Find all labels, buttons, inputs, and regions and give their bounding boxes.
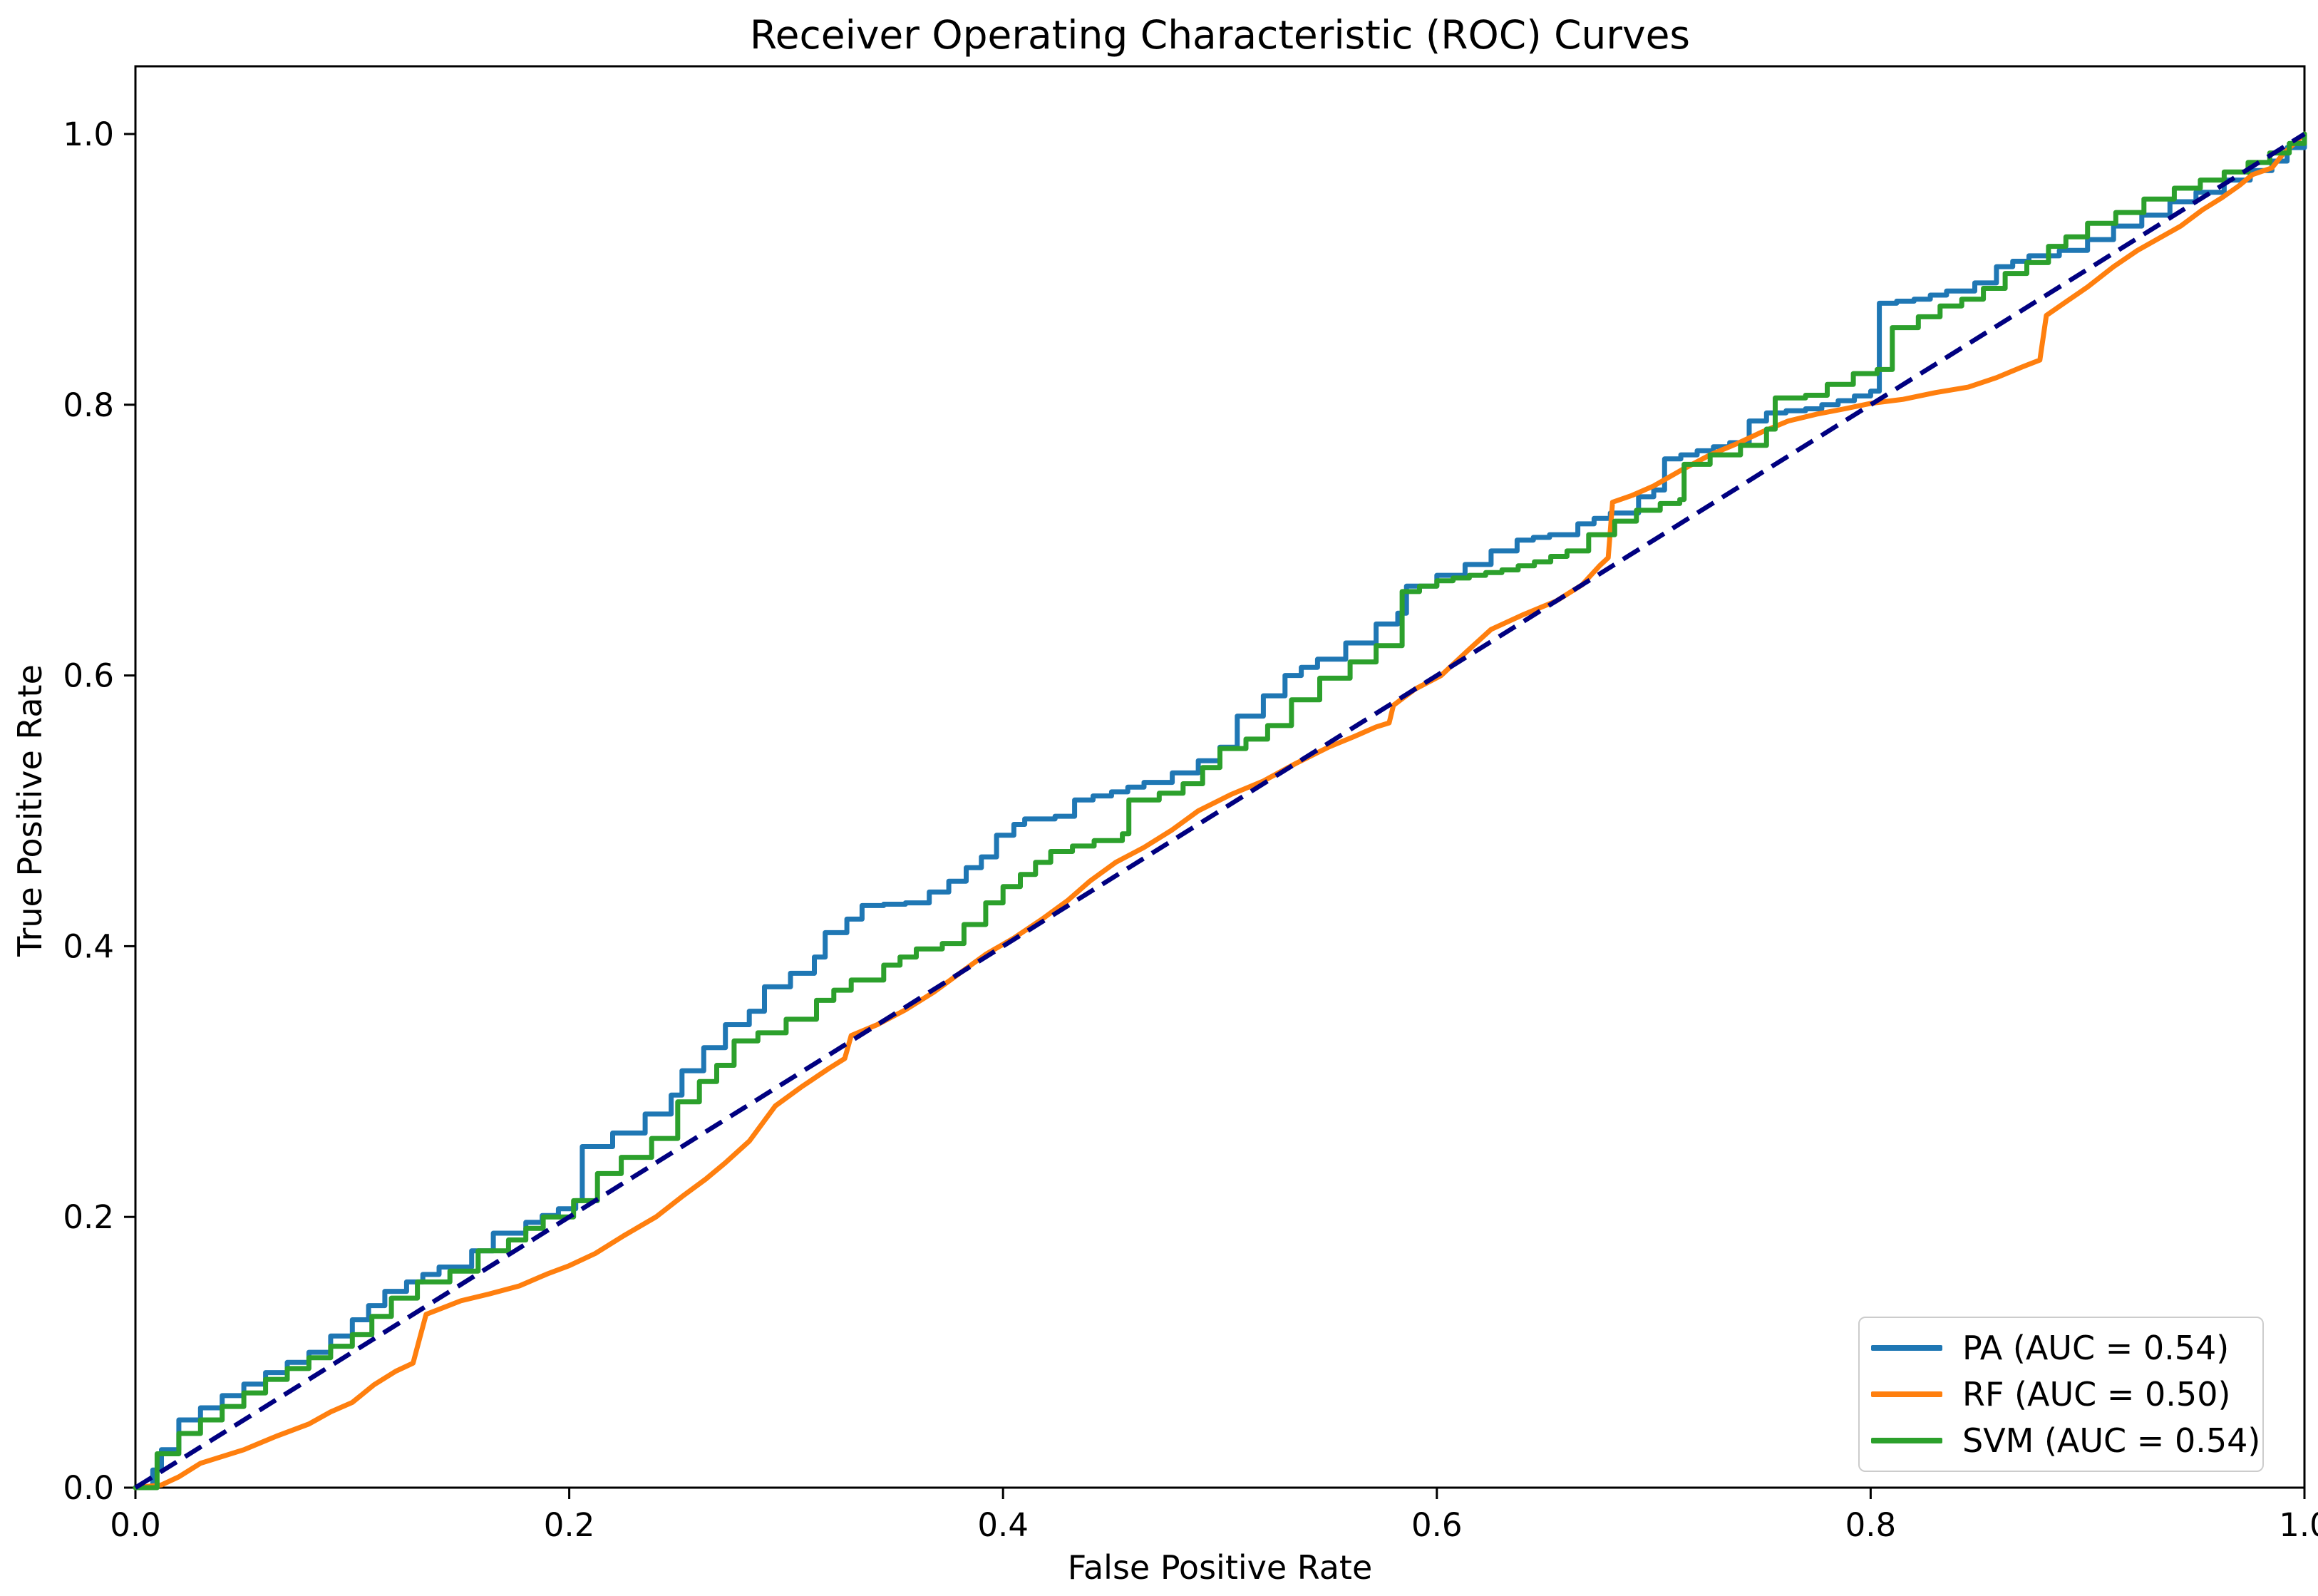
y-tick-label: 0.4 [63, 927, 114, 965]
x-tick-label: 0.2 [544, 1506, 595, 1544]
y-tick-label: 0.8 [63, 386, 114, 424]
chart-title: Receiver Operating Characteristic (ROC) … [749, 12, 1691, 58]
legend-item-SVM: SVM (AUC = 0.54) [1860, 1424, 2262, 1457]
x-tick-label: 1.0 [2279, 1506, 2318, 1544]
legend-line-sample-SVM [1871, 1437, 1942, 1443]
legend-line-sample-PA [1871, 1345, 1942, 1352]
x-tick-label: 0.4 [977, 1506, 1029, 1544]
y-tick-label: 1.0 [63, 115, 114, 153]
axes-spines [134, 65, 2306, 1489]
legend-item-PA: PA (AUC = 0.54) [1860, 1332, 2262, 1364]
legend-label-PA: PA (AUC = 0.54) [1962, 1329, 2230, 1368]
legend-label-SVM: SVM (AUC = 0.54) [1962, 1421, 2261, 1460]
y-tick-label: 0.2 [63, 1198, 114, 1236]
legend-label-RF: RF (AUC = 0.50) [1962, 1374, 2231, 1414]
x-axis-label: False Positive Rate [1067, 1548, 1373, 1587]
y-axis-label: True Positive Rate [11, 664, 49, 957]
x-tick-label: 0.0 [110, 1506, 161, 1544]
x-tick-label: 0.8 [1845, 1506, 1897, 1544]
legend-item-RF: RF (AUC = 0.50) [1860, 1378, 2262, 1411]
legend: PA (AUC = 0.54) RF (AUC = 0.50) SVM (AUC =… [1858, 1317, 2264, 1472]
y-tick-label: 0.0 [63, 1469, 114, 1507]
x-tick-label: 0.6 [1411, 1506, 1463, 1544]
legend-line-sample-RF [1871, 1391, 1942, 1397]
y-tick-label: 0.6 [63, 657, 114, 695]
chance-line [134, 132, 2306, 1490]
series-line-SVM [133, 131, 2307, 1491]
